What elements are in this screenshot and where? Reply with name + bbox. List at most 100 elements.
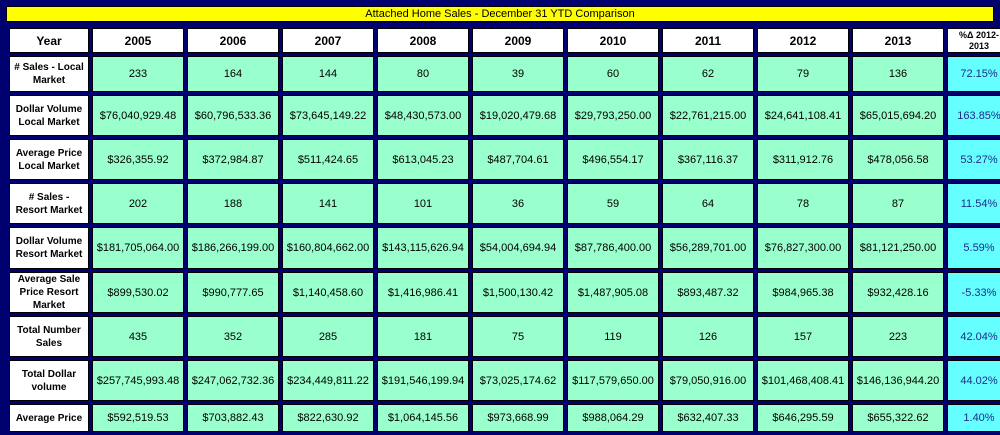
header-cell-percent-change: %Δ 2012-2013	[947, 28, 1000, 53]
value-cell: 141	[282, 183, 374, 224]
value-cell: $76,827,300.00	[757, 227, 849, 269]
value-cell: 223	[852, 316, 944, 357]
header-cell-year: Year	[9, 28, 89, 53]
header-cell-2012: 2012	[757, 28, 849, 53]
value-cell: $893,487.32	[662, 272, 754, 313]
table-title: Attached Home Sales - December 31 YTD Co…	[6, 6, 994, 22]
value-cell: $79,050,916.00	[662, 360, 754, 401]
value-cell: $646,295.59	[757, 404, 849, 432]
value-cell: $257,745,993.48	[92, 360, 184, 401]
value-cell: $146,136,944.20	[852, 360, 944, 401]
value-cell: $234,449,811.22	[282, 360, 374, 401]
header-cell-2010: 2010	[567, 28, 659, 53]
value-cell: 64	[662, 183, 754, 224]
value-cell: $19,020,479.68	[472, 95, 564, 136]
table-row: Average Sale Price Resort Market $899,530…	[9, 272, 1000, 313]
value-cell: 202	[92, 183, 184, 224]
value-cell: $22,761,215.00	[662, 95, 754, 136]
percent-change-cell: 72.15%	[947, 56, 1000, 92]
percent-change-cell: -5.33%	[947, 272, 1000, 313]
value-cell: 101	[377, 183, 469, 224]
value-cell: $247,062,732.36	[187, 360, 279, 401]
value-cell: $191,546,199.94	[377, 360, 469, 401]
sales-comparison-table: Year 2005 2006 2007 2008 2009 2010 2011 …	[6, 25, 1000, 435]
value-cell: 285	[282, 316, 374, 357]
value-cell: $703,882.43	[187, 404, 279, 432]
value-cell: $56,289,701.00	[662, 227, 754, 269]
table-row: # Sales - Local Market 233 164 144 80 39 60 62 7…	[9, 56, 1000, 92]
value-cell: 164	[187, 56, 279, 92]
value-cell: $496,554.17	[567, 139, 659, 180]
value-cell: $24,641,108.41	[757, 95, 849, 136]
header-cell-2005: 2005	[92, 28, 184, 53]
value-cell: $29,793,250.00	[567, 95, 659, 136]
value-cell: $932,428.16	[852, 272, 944, 313]
row-label: Total Dollar volume	[9, 360, 89, 401]
value-cell: $326,355.92	[92, 139, 184, 180]
value-cell: $822,630.92	[282, 404, 374, 432]
header-cell-2011: 2011	[662, 28, 754, 53]
value-cell: $48,430,573.00	[377, 95, 469, 136]
value-cell: 87	[852, 183, 944, 224]
row-label: # Sales - Resort Market	[9, 183, 89, 224]
row-label: Total Number Sales	[9, 316, 89, 357]
percent-change-cell: 1.40%	[947, 404, 1000, 432]
value-cell: $87,786,400.00	[567, 227, 659, 269]
header-cell-2006: 2006	[187, 28, 279, 53]
table-row: Total Dollar volume $257,745,993.48 $247,0…	[9, 360, 1000, 401]
percent-change-cell: 42.04%	[947, 316, 1000, 357]
row-label: Dollar Volume Local Market	[9, 95, 89, 136]
table-row: Average Price $592,519.53 $703,882.43 $822,…	[9, 404, 1000, 432]
header-cell-2007: 2007	[282, 28, 374, 53]
percent-change-cell: 53.27%	[947, 139, 1000, 180]
value-cell: $367,116.37	[662, 139, 754, 180]
value-cell: $143,115,626.94	[377, 227, 469, 269]
value-cell: $73,025,174.62	[472, 360, 564, 401]
value-cell: 157	[757, 316, 849, 357]
value-cell: $592,519.53	[92, 404, 184, 432]
value-cell: 59	[567, 183, 659, 224]
header-row: Year 2005 2006 2007 2008 2009 2010 2011 …	[9, 28, 1000, 53]
row-label: # Sales - Local Market	[9, 56, 89, 92]
value-cell: $984,965.38	[757, 272, 849, 313]
value-cell: 60	[567, 56, 659, 92]
value-cell: $1,487,905.08	[567, 272, 659, 313]
header-cell-2013: 2013	[852, 28, 944, 53]
value-cell: $655,322.62	[852, 404, 944, 432]
percent-change-cell: 11.54%	[947, 183, 1000, 224]
value-cell: $613,045.23	[377, 139, 469, 180]
value-cell: 126	[662, 316, 754, 357]
table-row: Average Price Local Market $326,355.92 $37…	[9, 139, 1000, 180]
value-cell: $60,796,533.36	[187, 95, 279, 136]
value-cell: $65,015,694.20	[852, 95, 944, 136]
value-cell: $988,064.29	[567, 404, 659, 432]
value-cell: $117,579,650.00	[567, 360, 659, 401]
value-cell: 188	[187, 183, 279, 224]
value-cell: $899,530.02	[92, 272, 184, 313]
header-cell-2009: 2009	[472, 28, 564, 53]
value-cell: $186,266,199.00	[187, 227, 279, 269]
value-cell: $990,777.65	[187, 272, 279, 313]
row-label: Average Price	[9, 404, 89, 432]
table-row: Total Number Sales 435 352 285 181 75 119 126 15…	[9, 316, 1000, 357]
value-cell: $73,645,149.22	[282, 95, 374, 136]
value-cell: 435	[92, 316, 184, 357]
value-cell: $973,668.99	[472, 404, 564, 432]
value-cell: 39	[472, 56, 564, 92]
value-cell: 80	[377, 56, 469, 92]
value-cell: $632,407.33	[662, 404, 754, 432]
value-cell: $1,064,145.56	[377, 404, 469, 432]
value-cell: $1,140,458.60	[282, 272, 374, 313]
percent-change-cell: 5.59%	[947, 227, 1000, 269]
value-cell: $511,424.65	[282, 139, 374, 180]
value-cell: 79	[757, 56, 849, 92]
value-cell: $81,121,250.00	[852, 227, 944, 269]
value-cell: $1,416,986.41	[377, 272, 469, 313]
value-cell: 119	[567, 316, 659, 357]
table-row: Dollar Volume Local Market $76,040,929.48…	[9, 95, 1000, 136]
value-cell: $181,705,064.00	[92, 227, 184, 269]
table-row: Dollar Volume Resort Market $181,705,064.…	[9, 227, 1000, 269]
value-cell: $101,468,408.41	[757, 360, 849, 401]
value-cell: $54,004,694.94	[472, 227, 564, 269]
